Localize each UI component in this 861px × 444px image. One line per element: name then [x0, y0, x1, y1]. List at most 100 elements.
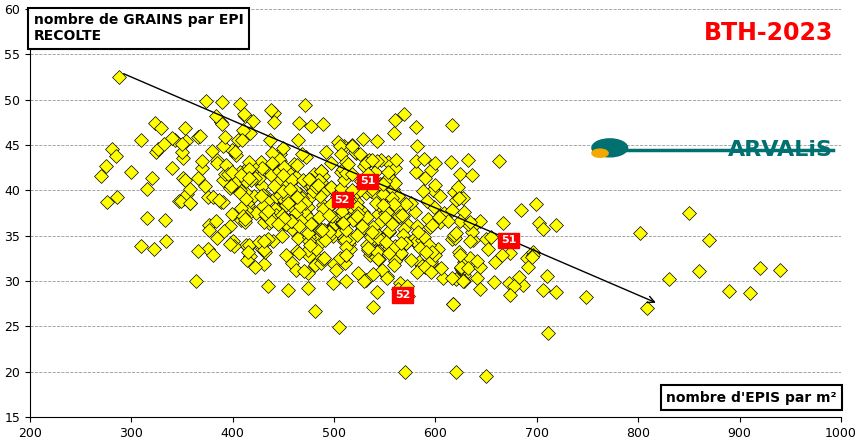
Point: [355, 218, 369, 225]
Point: [424, 258, 438, 265]
Point: [393, 212, 406, 219]
Point: [242, 165, 256, 172]
Point: [239, 241, 253, 248]
Point: [158, 140, 171, 147]
Circle shape: [592, 139, 628, 157]
Point: [481, 246, 495, 253]
Point: [512, 274, 526, 281]
Point: [315, 226, 329, 233]
Point: [241, 201, 255, 208]
Point: [394, 198, 408, 205]
Point: [375, 266, 389, 273]
Point: [289, 174, 303, 181]
Point: [260, 198, 274, 205]
Point: [177, 175, 190, 182]
Point: [661, 275, 675, 282]
Point: [238, 188, 251, 195]
Point: [210, 159, 224, 166]
Point: [536, 286, 550, 293]
Point: [317, 254, 331, 262]
Point: [387, 243, 401, 250]
Point: [351, 270, 365, 277]
Point: [388, 165, 402, 172]
Text: 51: 51: [501, 235, 516, 246]
Point: [302, 194, 316, 202]
Point: [175, 141, 189, 148]
Point: [356, 209, 369, 216]
Point: [369, 253, 383, 260]
Point: [312, 224, 325, 231]
Point: [325, 212, 339, 219]
Point: [325, 223, 339, 230]
Point: [215, 121, 229, 128]
Point: [324, 230, 338, 237]
Point: [105, 145, 119, 152]
Point: [210, 156, 224, 163]
Point: [267, 119, 281, 126]
Point: [113, 74, 127, 81]
Point: [387, 201, 401, 208]
Point: [303, 215, 317, 222]
Point: [281, 180, 294, 187]
Point: [480, 373, 493, 380]
Point: [324, 183, 338, 190]
Point: [202, 226, 216, 234]
Point: [201, 246, 215, 253]
Point: [282, 287, 295, 294]
Point: [743, 289, 757, 296]
Point: [344, 236, 358, 243]
Point: [419, 248, 433, 255]
Point: [285, 204, 299, 211]
Point: [290, 161, 304, 168]
Point: [99, 162, 113, 169]
Point: [298, 197, 312, 204]
Point: [409, 239, 423, 246]
Point: [503, 250, 517, 257]
Point: [302, 238, 316, 245]
Point: [214, 99, 228, 106]
Point: [335, 219, 349, 226]
Point: [369, 183, 382, 190]
Point: [449, 368, 462, 375]
Point: [345, 187, 359, 194]
Point: [682, 210, 696, 217]
Point: [291, 218, 305, 225]
Point: [381, 200, 395, 207]
Point: [304, 123, 318, 130]
Point: [313, 227, 326, 234]
Point: [425, 186, 439, 193]
Point: [376, 201, 390, 208]
Point: [202, 222, 216, 229]
Point: [393, 252, 406, 259]
Point: [191, 134, 205, 141]
Point: [289, 210, 303, 217]
Point: [248, 171, 262, 178]
Point: [210, 234, 224, 242]
Point: [295, 150, 309, 157]
Point: [244, 129, 257, 136]
Point: [268, 182, 282, 190]
Point: [252, 174, 266, 181]
Point: [388, 180, 402, 187]
Point: [140, 185, 154, 192]
Point: [471, 257, 485, 264]
Point: [485, 234, 499, 241]
Point: [272, 155, 286, 163]
Point: [229, 151, 243, 159]
Point: [425, 222, 439, 229]
Point: [345, 170, 359, 178]
Point: [347, 207, 361, 214]
Point: [349, 203, 362, 210]
Point: [316, 172, 330, 179]
Point: [279, 202, 293, 209]
Point: [526, 248, 540, 255]
Point: [270, 205, 284, 212]
Point: [329, 266, 343, 274]
Point: [207, 194, 220, 201]
Point: [317, 202, 331, 209]
Point: [536, 226, 550, 233]
Point: [382, 228, 396, 235]
Point: [424, 260, 438, 267]
Point: [292, 120, 306, 127]
Point: [389, 157, 403, 164]
